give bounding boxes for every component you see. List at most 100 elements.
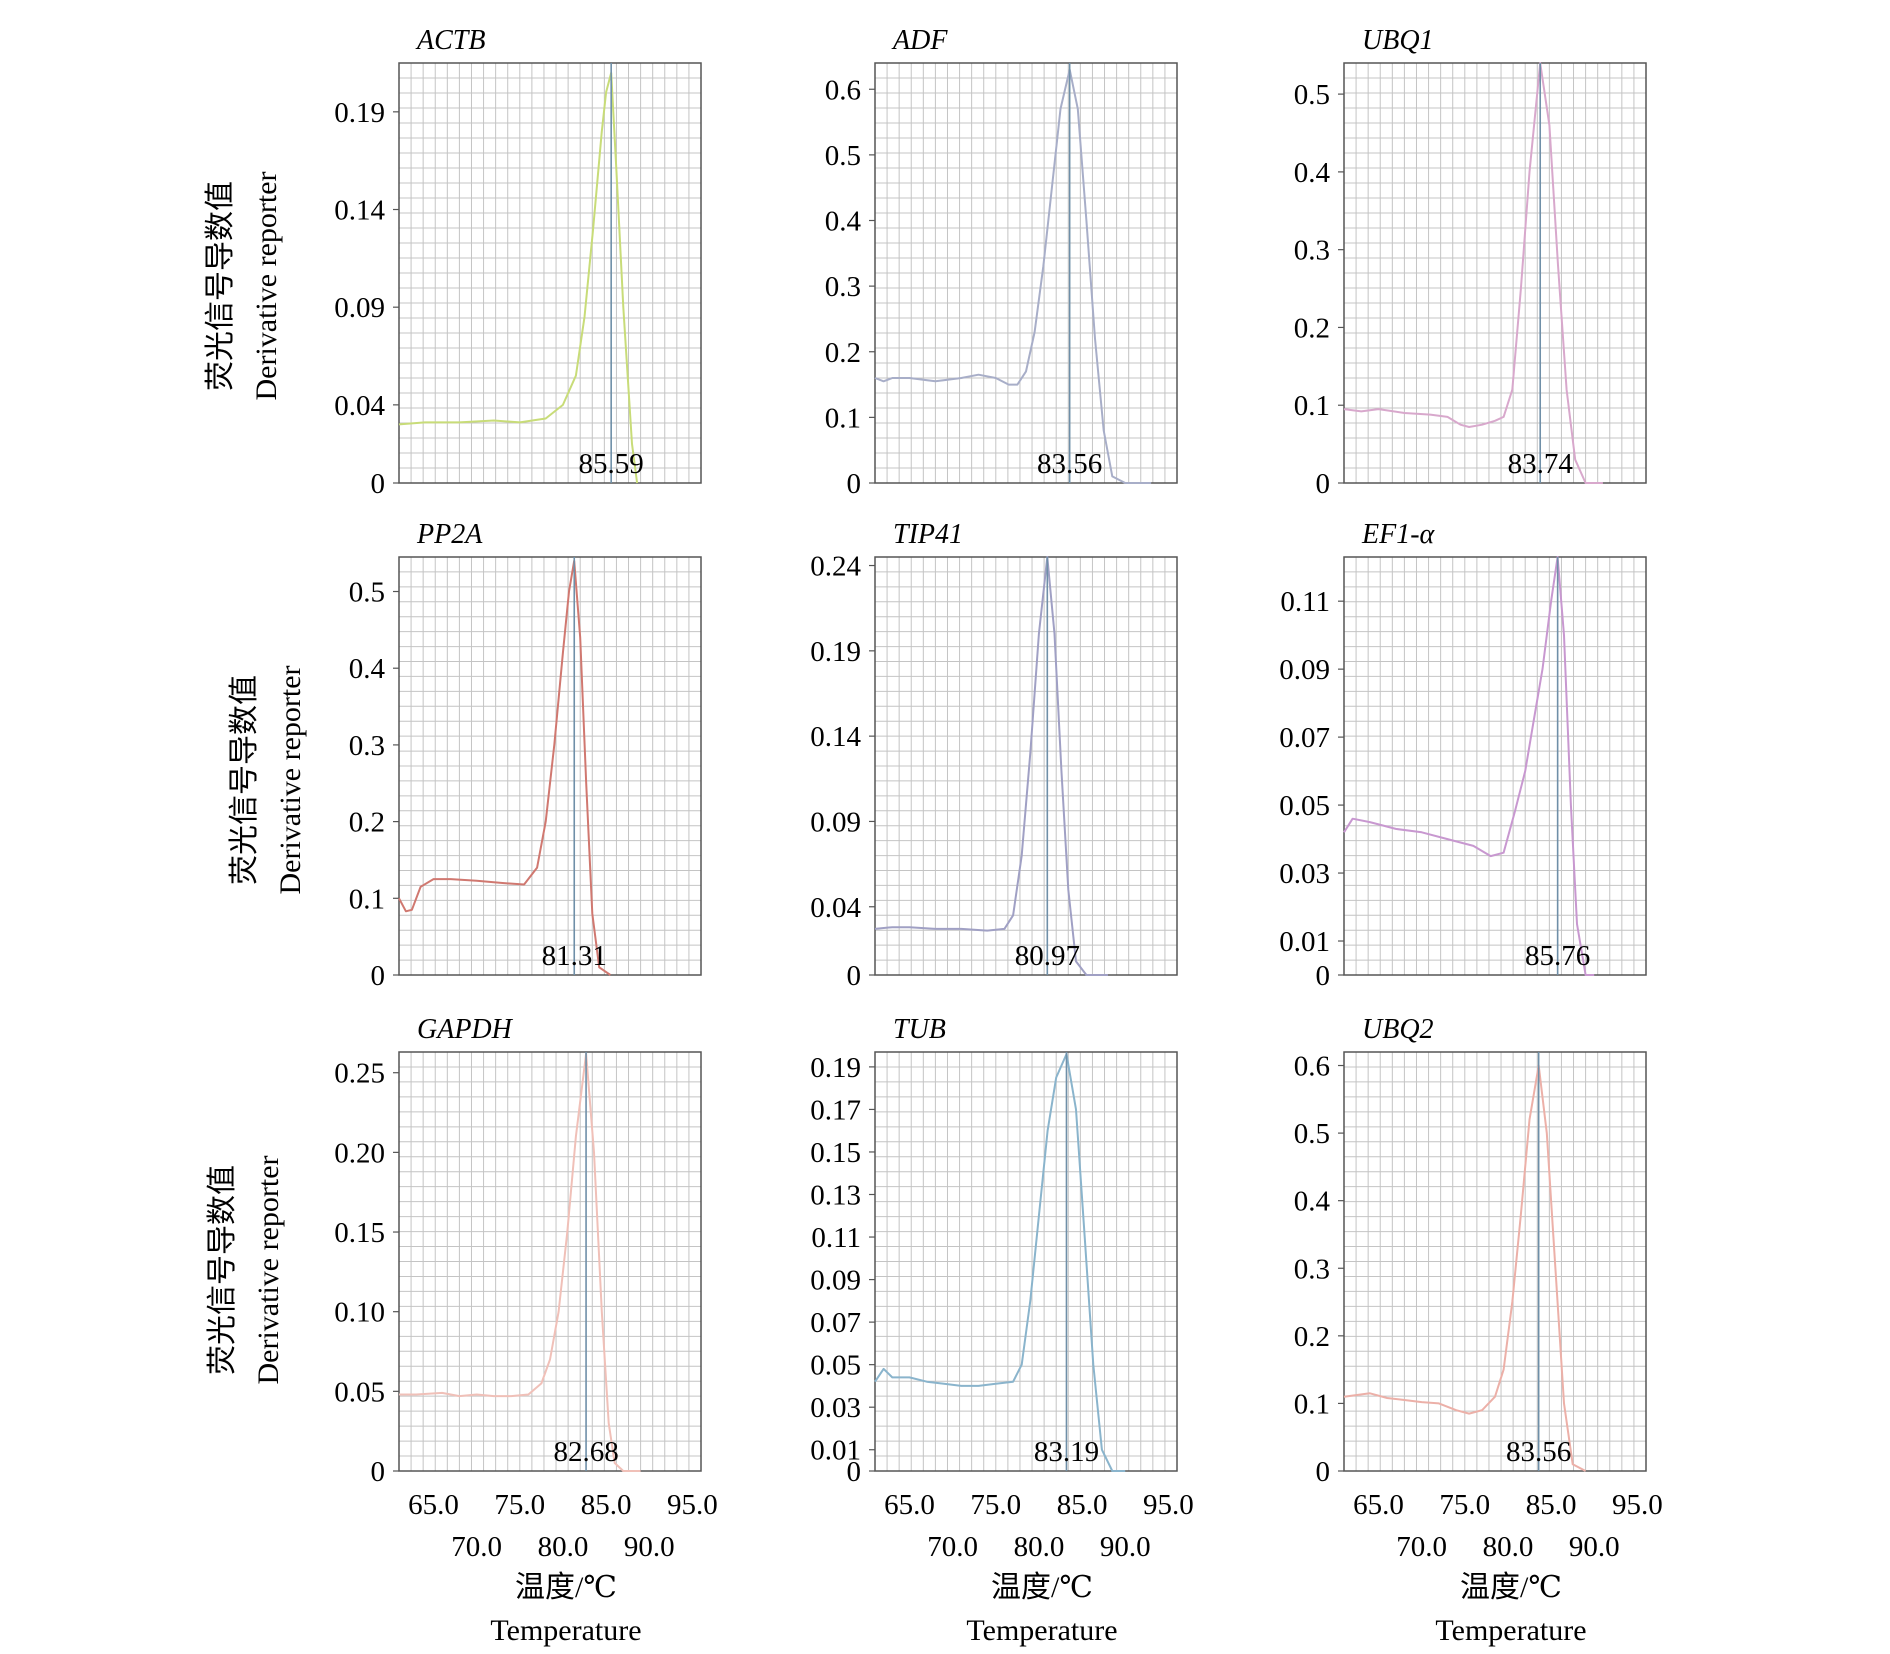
grid <box>399 1052 701 1471</box>
x-tick-label: 75.0 <box>970 1489 1021 1521</box>
y-axis-label-row3: 荧光信号导数值 Derivative reporter <box>206 1155 285 1384</box>
x-tick-label: 65.0 <box>884 1489 935 1521</box>
melt-curve-panel: 0 0.1 0.2 0.3 0.4 0.5 81.31 PP2A <box>349 519 702 992</box>
melt-curve-line <box>874 556 1108 976</box>
y-tick-label: 0.6 <box>1294 1051 1330 1083</box>
peak-temperature-label: 85.76 <box>1525 940 1590 972</box>
gene-title: PP2A <box>416 519 483 550</box>
y-tick-label: 0.3 <box>349 730 385 762</box>
peak-temperature-label: 83.56 <box>1037 448 1102 480</box>
y-tick-label: 0.1 <box>1294 390 1330 422</box>
melt-curve-panel: 00.01 0.03 0.05 0.07 0.09 0.11 85.76 EF1-α <box>1279 519 1647 992</box>
melt-curve-panel: 0 0.04 0.09 0.14 0.19 0.24 80.97 TIP41 <box>810 519 1178 992</box>
y-tick-label: 0.2 <box>349 807 385 839</box>
x-tick-label: 75.0 <box>1439 1489 1490 1521</box>
peak-temperature-label: 83.56 <box>1506 1436 1571 1468</box>
x-axis-label-col2: 温度/℃ Temperature <box>966 1571 1117 1647</box>
melt-curve-panel: 0 0.1 0.2 0.3 0.4 0.5 83.74 UBQ1 <box>1294 25 1647 500</box>
x-tick-label: 90.0 <box>624 1531 675 1563</box>
x-tick-label: 80.0 <box>1014 1531 1065 1563</box>
x-axis-label-col3: 温度/℃ Temperature <box>1435 1571 1586 1647</box>
y-tick-label: 0.07 <box>810 1307 861 1339</box>
y-tick-label: 0.2 <box>1294 1321 1330 1353</box>
gene-title: TIP41 <box>893 519 963 550</box>
y-tick-label: 0.3 <box>1294 1253 1330 1285</box>
y-tick-label: 0.05 <box>810 1350 861 1382</box>
y-axis-label-cn: 荧光信号导数值 <box>204 181 237 391</box>
y-tick-label: 0.1 <box>349 883 385 915</box>
y-tick-label: 0.5 <box>349 577 385 609</box>
y-tick-label: 0.15 <box>334 1217 385 1249</box>
grid <box>875 63 1177 483</box>
melt-curve-panel: 0 0.1 0.2 0.3 0.4 0.5 0.6 65.0 75.0 85.0 95.0 70.0 8… <box>1294 1014 1663 1563</box>
x-axis-label-cn: 温度/℃ <box>991 1571 1093 1604</box>
peak-temperature-label: 83.19 <box>1034 1436 1099 1468</box>
x-tick-label: 85.0 <box>1057 1489 1108 1521</box>
melt-curve-line <box>399 1052 641 1472</box>
y-tick-label: 0.03 <box>810 1392 861 1424</box>
x-axis-label-en: Temperature <box>490 1614 641 1647</box>
y-axis-label-row1: 荧光信号导数值 Derivative reporter <box>204 171 283 400</box>
y-tick-label: 0.20 <box>334 1137 385 1169</box>
y-tick-label: 0 <box>371 960 386 992</box>
grid <box>399 63 701 483</box>
gene-title: ACTB <box>415 25 485 56</box>
grid <box>875 1052 1177 1471</box>
x-axis-label-en: Temperature <box>1435 1614 1586 1647</box>
melt-curve-line <box>1343 62 1603 484</box>
y-tick-label: 0.09 <box>810 806 861 838</box>
y-tick-label: 0.4 <box>349 653 386 685</box>
y-tick-label: 0.3 <box>1294 235 1330 267</box>
x-tick-label: 95.0 <box>1143 1489 1194 1521</box>
melt-curve-line <box>1343 556 1595 976</box>
y-tick-label: 0 <box>847 468 862 500</box>
y-tick-label: 0.19 <box>334 97 385 129</box>
x-tick-label: 85.0 <box>1526 1489 1577 1521</box>
y-tick-label: 0 <box>1316 1456 1331 1488</box>
y-axis-label-en: Derivative reporter <box>250 171 283 400</box>
y-tick-label: 0 <box>371 1456 386 1488</box>
melt-curve-line <box>398 71 639 484</box>
x-tick-label: 70.0 <box>927 1531 978 1563</box>
y-tick-label: 0.4 <box>1294 157 1331 189</box>
plot-frame <box>1343 62 1647 484</box>
x-tick-label: 65.0 <box>1353 1489 1404 1521</box>
y-tick-label: 0.1 <box>825 402 861 434</box>
y-axis-label-cn: 荧光信号导数值 <box>228 675 261 885</box>
gene-title: TUB <box>893 1014 946 1045</box>
panel-grid: 00.040.090.140.1985.59ACTB00.10.20.30.40… <box>334 25 1662 1563</box>
x-tick-label: 85.0 <box>581 1489 632 1521</box>
peak-temperature-label: 80.97 <box>1015 940 1080 972</box>
x-tick-label: 90.0 <box>1100 1531 1151 1563</box>
plot-frame <box>1343 556 1647 976</box>
y-tick-label: 0.5 <box>1294 79 1330 111</box>
melt-curve-line <box>1343 1064 1587 1472</box>
y-axis-label-en: Derivative reporter <box>252 1155 285 1384</box>
y-tick-label: 0.24 <box>810 551 861 583</box>
y-tick-label: 0.09 <box>810 1265 861 1297</box>
melt-curve-line <box>874 68 1152 484</box>
x-tick-label: 75.0 <box>494 1489 545 1521</box>
y-tick-label: 0.04 <box>810 892 861 924</box>
y-tick-label: 0.14 <box>810 721 861 753</box>
grid <box>399 557 701 975</box>
y-tick-label: 0 <box>1316 468 1331 500</box>
y-tick-label: 0.5 <box>825 140 861 172</box>
y-axis-label-en: Derivative reporter <box>274 665 307 894</box>
y-tick-label: 0.25 <box>334 1058 385 1090</box>
y-tick-label: 0.05 <box>334 1376 385 1408</box>
y-tick-label: 0.4 <box>1294 1186 1331 1218</box>
y-axis-label-cn: 荧光信号导数值 <box>206 1165 239 1375</box>
x-axis-label-cn: 温度/℃ <box>515 1571 617 1604</box>
y-tick-label: 0.14 <box>334 195 385 227</box>
y-axis-label-row2: 荧光信号导数值 Derivative reporter <box>228 665 307 894</box>
x-tick-label: 95.0 <box>1612 1489 1663 1521</box>
y-tick-label: 0.1 <box>1294 1388 1330 1420</box>
y-tick-label: 0.3 <box>825 271 861 303</box>
y-tick-label: 0.6 <box>825 74 861 106</box>
y-tick-label: 0.2 <box>825 337 861 369</box>
peak-temperature-label: 83.74 <box>1508 448 1574 480</box>
y-tick-label: 0.11 <box>1280 586 1330 618</box>
y-tick-label: 0.19 <box>810 1052 861 1084</box>
x-tick-label: 80.0 <box>538 1531 589 1563</box>
